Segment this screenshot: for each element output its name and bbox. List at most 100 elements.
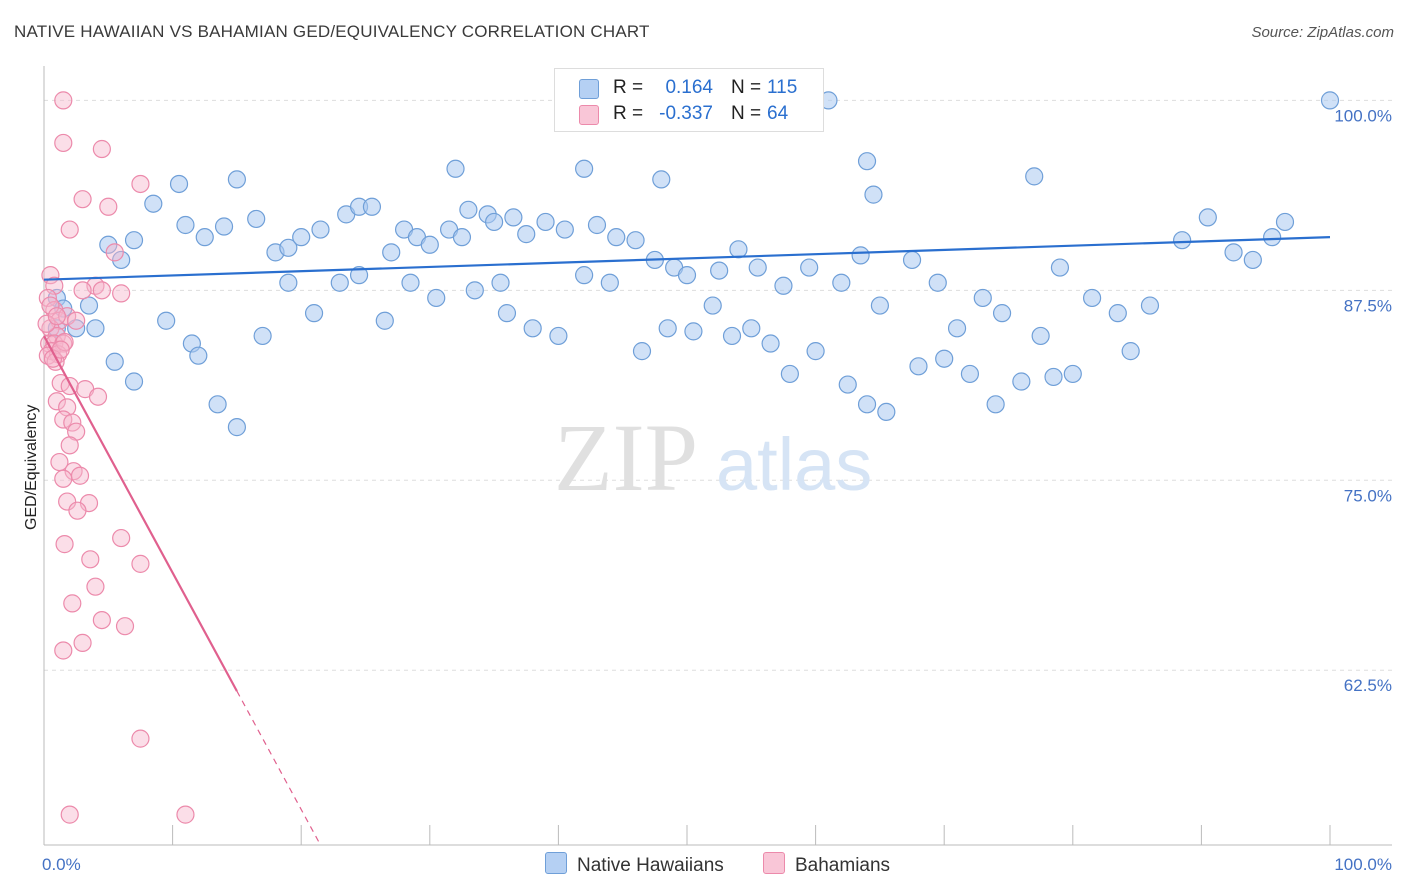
data-point-bahamian — [60, 220, 79, 239]
data-point-native-hawaiian — [902, 250, 922, 270]
data-point-native-hawaiian — [935, 349, 954, 368]
data-point-native-hawaiian — [330, 273, 349, 292]
data-point-native-hawaiian — [1050, 258, 1070, 277]
data-point-native-hawaiian — [157, 311, 176, 330]
data-point-native-hawaiian — [857, 152, 877, 171]
data-point-bahamian — [70, 466, 90, 485]
tick-labels: 62.5% 75.0% 87.5% 100.0% 0.0% 100.0% — [42, 106, 1392, 874]
data-point-native-hawaiian — [1044, 367, 1063, 387]
data-point-bahamian — [131, 729, 150, 748]
data-point-bahamian — [88, 387, 108, 406]
data-point-native-hawaiian — [227, 418, 246, 437]
bottom-legend-native-hawaiians: Native Hawaiians — [545, 852, 724, 877]
data-point-native-hawaiian — [658, 319, 677, 338]
bottom-legend-swatch-blue — [545, 852, 567, 874]
data-point-native-hawaiian — [838, 375, 857, 394]
data-point-bahamian — [68, 501, 87, 520]
data-point-bahamian — [41, 296, 60, 315]
data-point-native-hawaiian — [349, 266, 369, 285]
data-point-bahamian — [86, 577, 105, 596]
grid-lines — [44, 99, 1392, 671]
data-point-native-hawaiian — [780, 364, 799, 384]
data-point-native-hawaiian — [1025, 167, 1044, 186]
data-point-native-hawaiian — [279, 238, 298, 257]
data-point-bahamian — [63, 594, 82, 613]
bottom-legend-swatch-pink — [763, 852, 785, 874]
data-point-native-hawaiian — [703, 296, 722, 315]
legend-n-label: N = — [731, 77, 762, 98]
data-point-bahamian — [99, 197, 118, 216]
bottom-legend-label: Native Hawaiians — [577, 855, 724, 876]
data-point-native-hawaiian — [575, 266, 594, 285]
data-point-bahamian — [54, 91, 73, 110]
data-point-native-hawaiian — [1224, 243, 1243, 262]
data-point-native-hawaiian — [857, 395, 877, 414]
data-point-native-hawaiian — [877, 402, 896, 422]
data-point-native-hawaiian — [124, 231, 144, 250]
data-point-native-hawaiian — [67, 319, 86, 338]
data-point-native-hawaiian — [1243, 250, 1262, 270]
data-point-native-hawaiian — [86, 319, 105, 338]
data-point-native-hawaiian — [761, 334, 780, 353]
data-point-native-hawaiian — [247, 209, 266, 229]
data-point-native-hawaiian — [748, 258, 767, 277]
legend-n-label: N = — [731, 103, 762, 124]
data-point-native-hawaiian — [1108, 304, 1127, 323]
data-point-bahamian — [112, 284, 131, 303]
data-point-bahamian — [176, 805, 195, 824]
data-point-native-hawaiian — [851, 246, 870, 265]
data-point-bahamian — [92, 610, 111, 630]
data-point-bahamian — [112, 528, 131, 548]
data-point-bahamian — [37, 314, 56, 333]
data-point-native-hawaiian — [169, 174, 189, 194]
data-point-native-hawaiian — [947, 319, 967, 338]
data-point-native-hawaiian — [587, 215, 607, 235]
data-point-native-hawaiian — [427, 288, 446, 308]
data-point-native-hawaiian — [465, 281, 484, 300]
data-point-native-hawaiian — [523, 319, 542, 338]
legend-r-value: -0.337 — [659, 103, 713, 124]
legend-n-value: 115 — [767, 77, 798, 98]
data-point-native-hawaiian — [710, 261, 729, 280]
data-point-native-hawaiian — [105, 352, 124, 371]
data-point-native-hawaiian — [1121, 342, 1140, 361]
y-tick-label: 75.0% — [1344, 486, 1392, 505]
trend-line-bahamians — [43, 335, 238, 692]
data-point-bahamian — [73, 281, 92, 300]
data-point-native-hawaiian — [1263, 228, 1282, 247]
data-point-native-hawaiian — [632, 342, 652, 361]
data-point-native-hawaiian — [253, 326, 272, 346]
data-point-native-hawaiian — [446, 159, 465, 178]
data-point-native-hawaiian — [99, 235, 118, 254]
data-point-native-hawaiian — [1082, 288, 1102, 308]
data-point-bahamian — [54, 469, 73, 488]
data-point-native-hawaiian — [176, 215, 195, 235]
legend-row-native-hawaiians: R = 0.164 N = 115 — [555, 75, 823, 101]
trend-line-native-hawaiians — [43, 236, 1331, 281]
legend-swatch-blue — [579, 79, 599, 99]
data-point-native-hawaiian — [189, 346, 208, 365]
data-point-native-hawaiian — [992, 304, 1012, 323]
data-point-bahamian — [115, 617, 135, 636]
data-point-bahamian — [73, 633, 92, 652]
y-tick-label: 87.5% — [1344, 296, 1392, 315]
data-point-native-hawaiian — [311, 220, 330, 239]
data-point-bahamian — [55, 535, 74, 554]
data-point-bahamian — [60, 436, 79, 455]
data-point-native-hawaiian — [1275, 212, 1295, 232]
data-point-native-hawaiian — [864, 185, 883, 204]
axes — [43, 66, 1392, 846]
data-point-native-hawaiian — [124, 372, 144, 391]
data-point-native-hawaiian — [870, 296, 890, 315]
y-axis-label: GED/Equivalency — [23, 405, 40, 530]
chart-title: NATIVE HAWAIIAN VS BAHAMIAN GED/EQUIVALE… — [14, 22, 650, 41]
correlation-legend: R = 0.164 N = 115 R = -0.337 N = 64 — [554, 68, 824, 132]
data-point-bahamian — [92, 281, 111, 300]
bottom-legend-bahamians: Bahamians — [763, 852, 890, 877]
data-point-native-hawaiian — [195, 228, 214, 247]
series-native-hawaiians — [47, 91, 1340, 437]
data-point-native-hawaiian — [986, 395, 1005, 414]
legend-r-label: R = — [613, 77, 644, 98]
data-point-native-hawaiian — [292, 228, 311, 247]
data-point-bahamian — [131, 174, 150, 194]
